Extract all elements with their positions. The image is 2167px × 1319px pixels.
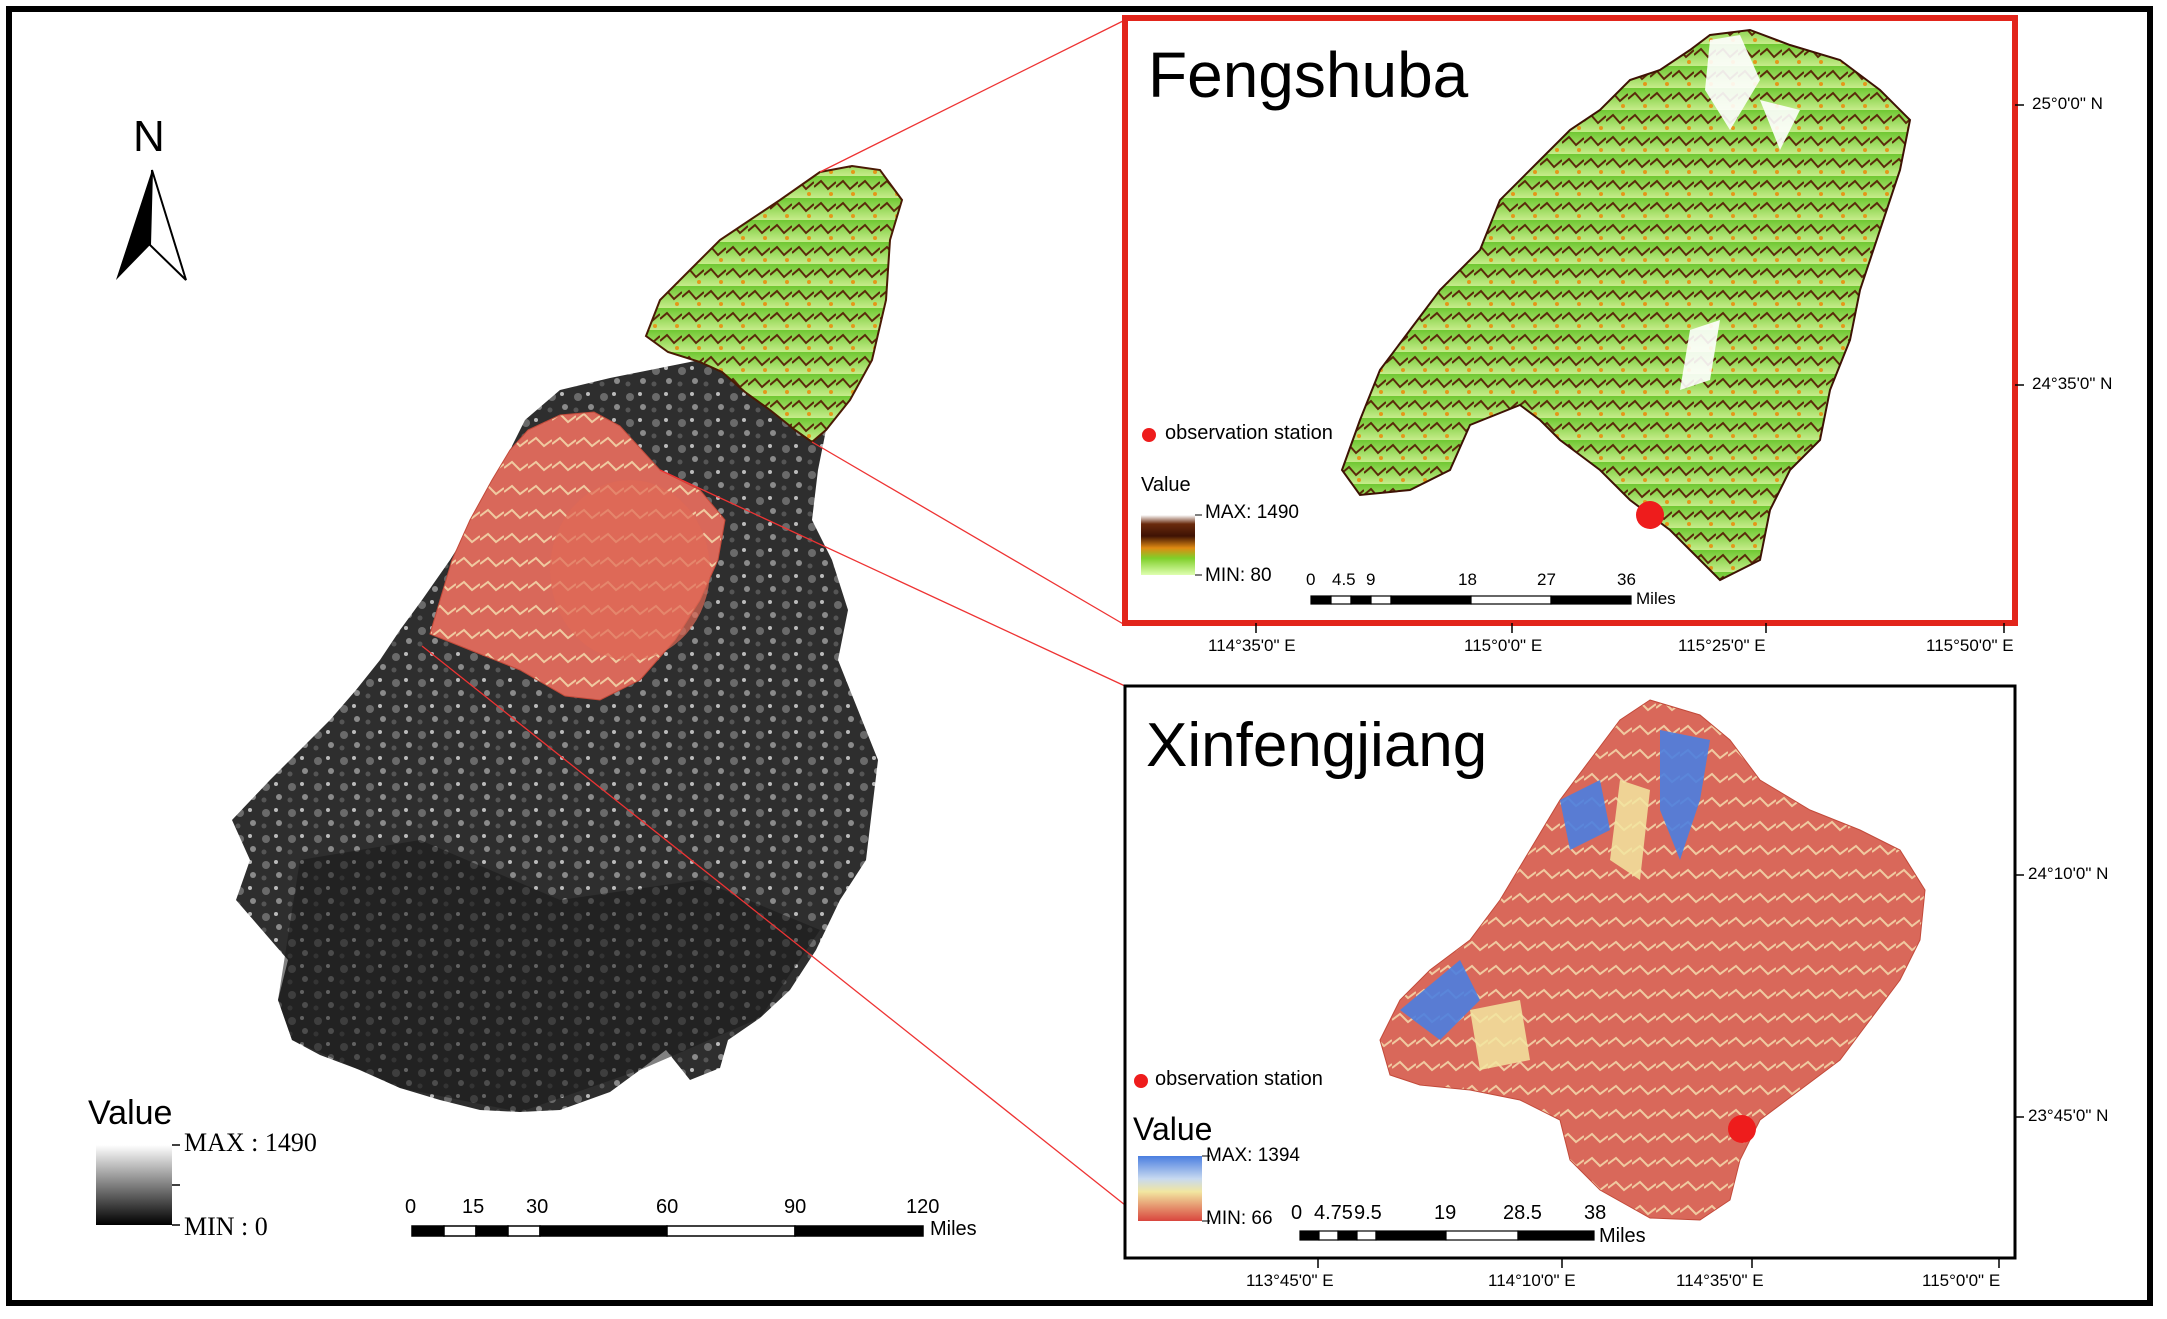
fengshuba-title: Fengshuba	[1148, 39, 1469, 111]
main-scale-tick: 0	[405, 1196, 417, 1218]
fengshuba-scale-tick: 36	[1617, 570, 1636, 589]
main-scale-tick: 15	[462, 1196, 485, 1218]
xinfengjiang-station-legend-label: observation station	[1155, 1068, 1323, 1090]
north-arrow-icon	[116, 169, 187, 281]
xinfengjiang-lon-label: 115°0'0" E	[1922, 1271, 2001, 1290]
main-scale-tick: 120	[906, 1196, 940, 1218]
fengshuba-lat-label: 25°0'0" N	[2032, 94, 2103, 113]
fengshuba-lon-label: 115°50'0" E	[1926, 636, 2014, 655]
xinfengjiang-scale-tick: 4.75	[1314, 1202, 1353, 1224]
xinfengjiang-title: Xinfengjiang	[1146, 711, 1488, 780]
main-scale-unit: Miles	[930, 1218, 977, 1240]
xinfengjiang-scale-tick: 9.5	[1354, 1202, 1382, 1224]
fengshuba-scale-unit: Miles	[1636, 589, 1676, 608]
xinfengjiang-lon-label: 113°45'0" E	[1246, 1271, 1334, 1290]
fengshuba-legend-ramp	[1141, 515, 1195, 575]
xinfengjiang-scale-tick: 28.5	[1503, 1202, 1542, 1224]
main-scale-tick: 90	[784, 1196, 807, 1218]
fengshuba-scale-tick: 27	[1537, 570, 1556, 589]
fengshuba-legend-title: Value	[1141, 474, 1191, 496]
fengshuba-scale-bar	[1310, 595, 1632, 605]
xinfengjiang-scale-bar	[1299, 1230, 1595, 1241]
figure-frame	[6, 6, 2153, 1306]
main-scale-tick: 30	[526, 1196, 549, 1218]
xinfengjiang-legend-max: MAX: 1394	[1206, 1145, 1300, 1166]
fengshuba-legend-min: MIN: 80	[1205, 565, 1272, 586]
north-arrow-label: N	[133, 112, 165, 161]
fengshuba-basin	[1340, 28, 1912, 582]
xinfengjiang-scale-tick: 19	[1434, 1202, 1457, 1224]
fengshuba-station-legend-label: observation station	[1165, 422, 1333, 444]
fengshuba-lat-label: 24°35'0" N	[2032, 374, 2113, 393]
xinfengjiang-station-legend-dot	[1134, 1074, 1148, 1088]
main-legend-ramp	[96, 1145, 172, 1225]
fengshuba-lon-label: 115°25'0" E	[1678, 636, 1766, 655]
xinfengjiang-legend-min: MIN: 66	[1206, 1208, 1273, 1229]
xinfengjiang-lon-label: 114°35'0" E	[1676, 1271, 1764, 1290]
xinfengjiang-high-relief	[1400, 730, 1710, 1040]
main-scale-bar	[411, 1225, 924, 1237]
xinfengjiang-legend-title: Value	[1133, 1111, 1213, 1147]
fengshuba-high-relief	[1680, 35, 1800, 390]
xinfengjiang-observation-station	[1728, 1115, 1756, 1143]
zoom-leader-lines	[421, 19, 1126, 1206]
main-legend-max: MAX : 1490	[184, 1128, 317, 1157]
xinfengjiang-scale-tick: 38	[1584, 1202, 1607, 1224]
main-scale-tick: 60	[656, 1196, 679, 1218]
main-fengshuba-region	[644, 164, 904, 444]
xinfengjiang-lat-label: 23°45'0" N	[2028, 1106, 2109, 1125]
fengshuba-lon-label: 115°0'0" E	[1464, 636, 1543, 655]
fengshuba-scale-tick: 4.5	[1332, 570, 1356, 589]
xinfengjiang-scale-tick: 0	[1291, 1202, 1303, 1224]
main-legend-title: Value	[88, 1094, 173, 1132]
fengshuba-observation-station	[1636, 501, 1664, 529]
dem-coastal-shadow	[278, 840, 820, 1112]
xinfengjiang-scale-unit: Miles	[1599, 1225, 1646, 1247]
xinfengjiang-basin	[1379, 699, 1926, 1221]
main-legend-min: MIN : 0	[184, 1212, 268, 1241]
fengshuba-legend-max: MAX: 1490	[1205, 502, 1299, 523]
fengshuba-scale-tick: 18	[1458, 570, 1477, 589]
fengshuba-scale-tick: 0	[1306, 570, 1316, 589]
fengshuba-lon-label: 114°35'0" E	[1208, 636, 1296, 655]
xinfengjiang-legend-ramp	[1138, 1156, 1202, 1221]
fengshuba-scale-tick: 9	[1366, 570, 1376, 589]
fengshuba-station-legend-dot	[1142, 428, 1156, 442]
xinfengjiang-lat-label: 24°10'0" N	[2028, 864, 2109, 883]
xinfengjiang-lon-label: 114°10'0" E	[1488, 1271, 1576, 1290]
